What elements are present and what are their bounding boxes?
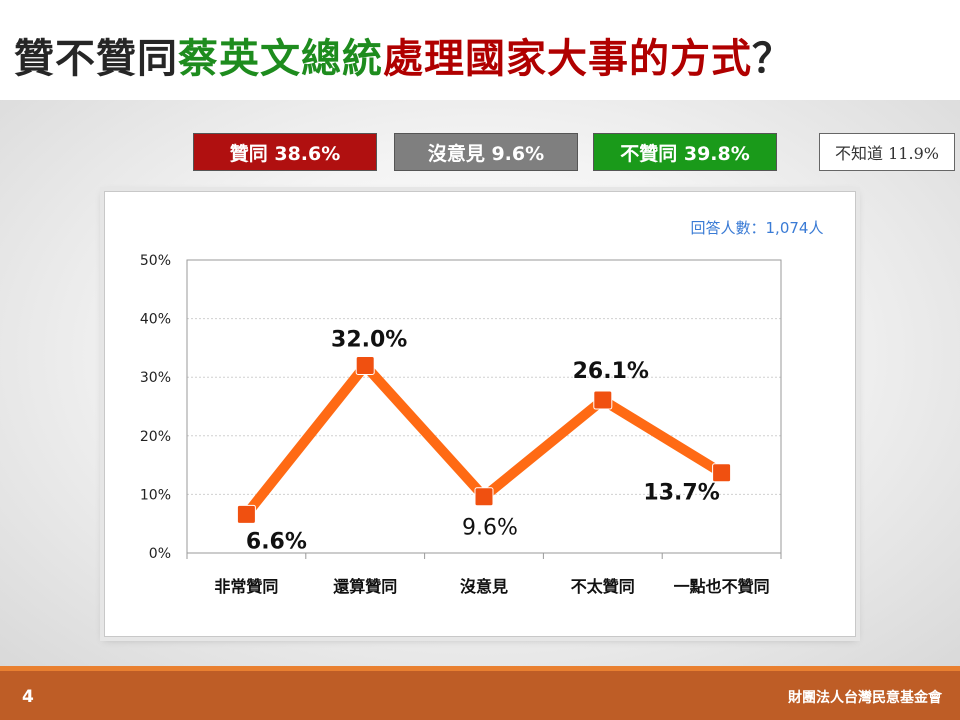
data-point-marker <box>593 390 613 410</box>
y-tick-label: 10% <box>140 487 171 503</box>
y-tick-label: 20% <box>140 429 171 445</box>
data-point-marker <box>355 355 375 375</box>
x-tick-label: 不太贊同 <box>571 577 635 596</box>
data-label: 13.7% <box>643 481 719 506</box>
x-tick-label: 一點也不贊同 <box>674 577 770 596</box>
chart-frame: 0% 10% 20% 30% 40% 50% 非常贊同 還算贊同 沒意見 不太贊同 一點也不贊同 6.… <box>104 191 856 637</box>
summary-agree-box: 贊同 38.6% <box>193 133 377 171</box>
title-part-2: 蔡英文總統 <box>178 36 383 82</box>
data-label: 26.1% <box>573 359 649 384</box>
data-label: 32.0% <box>331 327 407 352</box>
slide-title: 贊不贊同蔡英文總統處理國家大事的方式？ <box>14 26 793 86</box>
data-point-marker <box>236 504 256 524</box>
summary-disagree-box: 不贊同 39.8% <box>593 133 777 171</box>
y-tick-label: 50% <box>140 253 171 269</box>
title-part-4: ？ <box>752 36 793 82</box>
x-tick-label: 還算贊同 <box>333 577 397 596</box>
x-tick-label: 沒意見 <box>460 577 508 596</box>
y-tick-label: 30% <box>140 370 171 386</box>
line-chart: 0% 10% 20% 30% 40% 50% 非常贊同 還算贊同 沒意見 不太贊同 一點也不贊同 6.… <box>140 219 824 596</box>
organization-name: 財團法人台灣民意基金會 <box>788 690 942 706</box>
data-point-marker <box>712 463 732 483</box>
y-tick-label: 40% <box>140 312 171 328</box>
title-part-3: 處理國家大事的方式 <box>383 36 752 82</box>
respondent-count-annotation: 回答人數：1,074人 <box>691 219 824 237</box>
data-point-marker <box>474 487 494 507</box>
footer-bar: 4 財團法人台灣民意基金會 <box>0 666 960 720</box>
x-tick-label: 非常贊同 <box>214 577 278 596</box>
summary-dont-know-box: 不知道 11.9% <box>819 133 955 171</box>
summary-no-opinion-box: 沒意見 9.6% <box>394 133 578 171</box>
title-part-1: 贊不贊同 <box>14 36 178 82</box>
data-label: 9.6% <box>462 516 518 541</box>
y-tick-label: 0% <box>149 546 171 562</box>
plot-area-border <box>186 259 782 554</box>
data-label: 6.6% <box>246 529 307 554</box>
page-number: 4 <box>22 687 34 707</box>
